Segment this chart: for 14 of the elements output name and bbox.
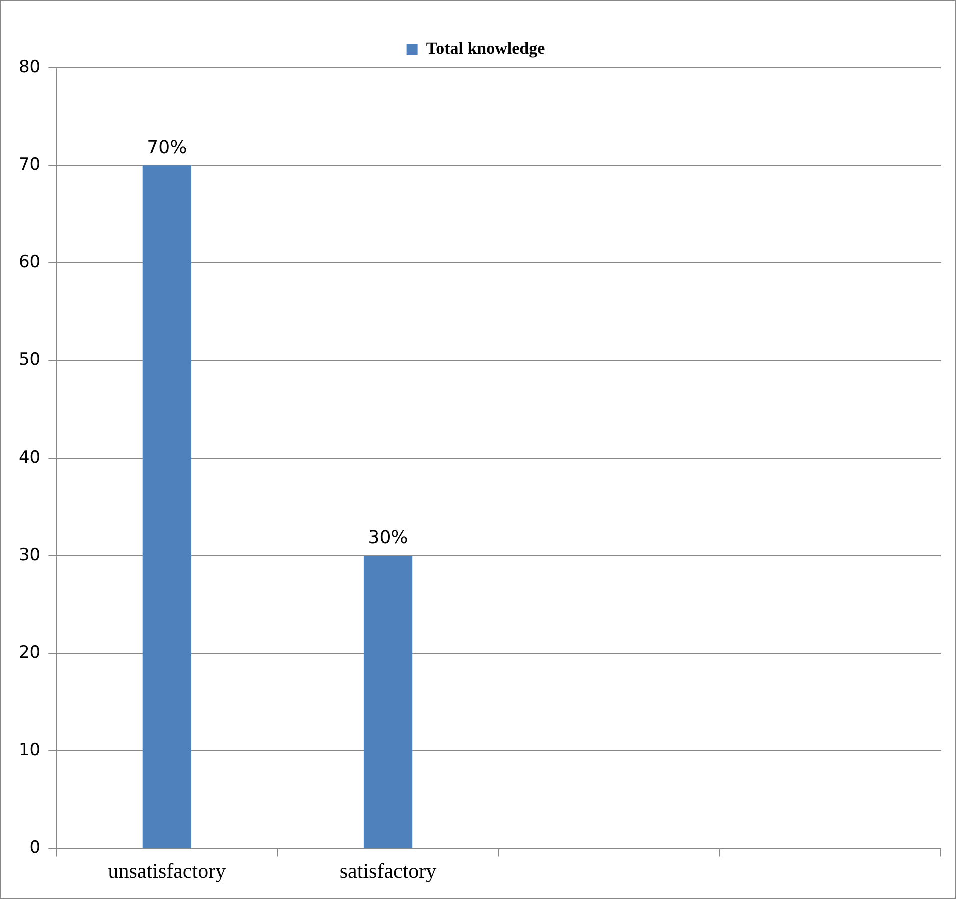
y-tick-label: 0 [30,838,41,858]
x-tick-label: satisfactory [340,858,438,883]
y-tick-label: 80 [18,57,41,78]
data-label: 70% [147,137,188,158]
y-tick-label: 10 [18,740,41,761]
legend-label: Total knowledge [426,38,546,58]
y-tick-label: 50 [18,350,41,370]
data-label: 30% [368,528,408,549]
y-tick-label: 70 [18,155,41,176]
x-tick-label: unsatisfactory [108,858,227,883]
y-tick-label: 60 [18,252,41,273]
y-tick-label: 20 [18,643,41,664]
y-tick-label: 40 [18,448,41,468]
y-tick-label: 30 [18,545,41,566]
